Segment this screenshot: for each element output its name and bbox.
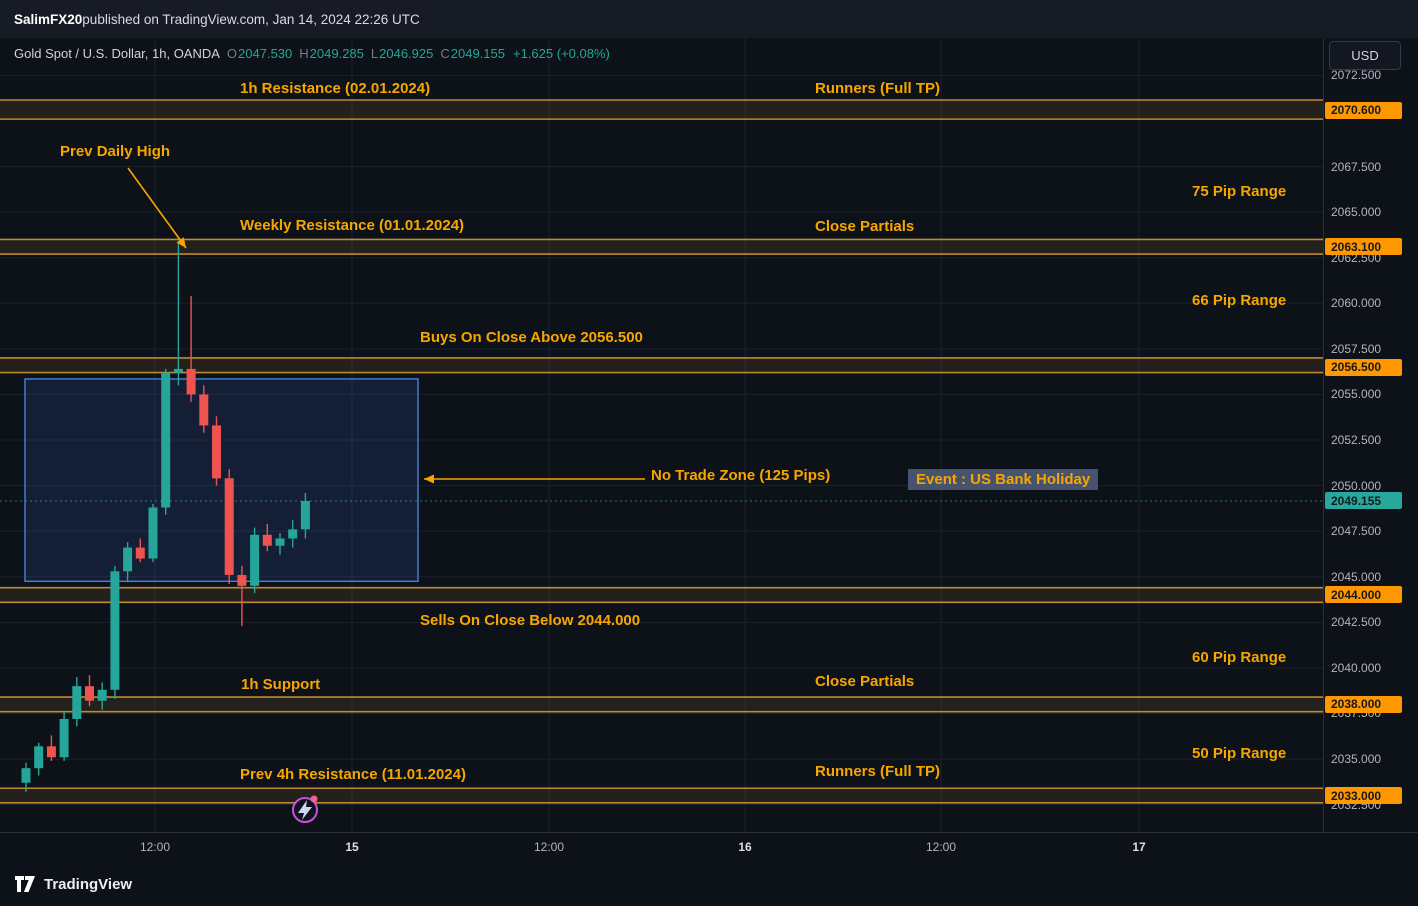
open-label: O (226, 46, 238, 61)
annotation-runners-top[interactable]: Runners (Full TP) (815, 80, 940, 97)
current-price-label: 2049.155 (1325, 492, 1402, 510)
price-tick: 2040.000 (1331, 660, 1382, 675)
event-marker-icon[interactable] (292, 795, 318, 823)
change-value: +1.625 (+0.08%) (513, 46, 610, 61)
price-tick: 2067.500 (1331, 159, 1382, 174)
publish-bar: SalimFX20 published on TradingView.com, … (0, 0, 1418, 38)
time-tick: 16 (738, 840, 752, 854)
publisher-username: SalimFX20 (14, 11, 83, 27)
annotation-range-75[interactable]: 75 Pip Range (1192, 183, 1287, 200)
annotation-event-label[interactable]: Event : US Bank Holiday (908, 469, 1099, 490)
footer: TradingView (0, 862, 1418, 906)
price-tick: 2057.500 (1331, 341, 1382, 356)
high-value: 2049.285 (309, 46, 364, 61)
symbol-title[interactable]: Gold Spot / U.S. Dollar, 1h, OANDA (14, 46, 220, 61)
price-tick: 2035.000 (1331, 752, 1382, 767)
no-trade-zone-box[interactable] (24, 378, 419, 583)
level-price-label: 2033.000 (1325, 787, 1402, 805)
price-tick: 2052.500 (1331, 433, 1382, 447)
level-price-label: 2038.000 (1325, 695, 1402, 713)
prev-daily-high-arrow (127, 167, 187, 249)
time-tick: 15 (345, 840, 359, 854)
high-label: H (299, 46, 309, 61)
close-label: C (440, 46, 450, 61)
annotation-support-1h[interactable]: 1h Support (241, 676, 321, 693)
close-value: 2049.155 (450, 46, 505, 61)
time-axis[interactable]: 12:00 15 12:00 16 12:00 17 (0, 832, 1418, 862)
annotation-no-trade-zone-label[interactable]: No Trade Zone (125 Pips) (651, 467, 831, 484)
price-tick: 2072.500 (1331, 68, 1382, 83)
price-tick: 2047.500 (1331, 524, 1382, 539)
level-price-label: 2063.100 (1325, 238, 1402, 256)
annotation-buys-note[interactable]: Buys On Close Above 2056.500 (420, 329, 643, 346)
currency-toggle-button[interactable]: USD (1329, 41, 1401, 70)
level-price-label: 2044.000 (1325, 586, 1402, 604)
low-value: 2046.925 (379, 46, 434, 61)
annotation-range-50[interactable]: 50 Pip Range (1192, 745, 1287, 762)
annotation-sells-note[interactable]: Sells On Close Below 2044.000 (420, 612, 641, 629)
chart-legend[interactable]: Gold Spot / U.S. Dollar, 1h, OANDA O 2047… (14, 46, 610, 61)
annotation-close-partials-bottom[interactable]: Close Partials (815, 673, 915, 690)
annotation-range-60[interactable]: 60 Pip Range (1192, 649, 1287, 666)
annotation-prev-daily-high[interactable]: Prev Daily High (60, 143, 171, 160)
level-price-label: 2056.500 (1325, 358, 1402, 376)
annotation-prev-4h-resistance[interactable]: Prev 4h Resistance (11.01.2024) (240, 766, 466, 783)
price-tick: 2050.000 (1331, 478, 1382, 493)
price-tick: 2065.000 (1331, 205, 1382, 220)
price-tick: 2045.000 (1331, 569, 1382, 584)
time-tick: 12:00 (533, 840, 565, 854)
annotation-range-66[interactable]: 66 Pip Range (1192, 292, 1287, 309)
price-axis[interactable]: USD 2072.500 2067.500 2065.000 2062.500 2060… (1323, 38, 1418, 832)
drawing-arrows[interactable] (127, 167, 645, 484)
level-price-label: 2070.600 (1325, 101, 1402, 119)
time-tick: 17 (1132, 840, 1146, 854)
annotation-close-partials-top[interactable]: Close Partials (815, 218, 915, 235)
annotation-resistance-1h[interactable]: 1h Resistance (02.01.2024) (240, 80, 431, 97)
price-tick: 2060.000 (1331, 296, 1382, 311)
annotation-weekly-resistance[interactable]: Weekly Resistance (01.01.2024) (240, 217, 465, 234)
price-tick: 2042.500 (1331, 615, 1382, 630)
brand-name[interactable]: TradingView (44, 875, 133, 893)
candles (21, 243, 310, 792)
time-tick: 12:00 (925, 840, 957, 854)
time-tick: 12:00 (139, 840, 171, 854)
price-tick: 2055.000 (1331, 387, 1382, 402)
key-level-zones[interactable] (0, 99, 1323, 804)
low-label: L (370, 46, 379, 61)
publish-info: published on TradingView.com, Jan 14, 20… (82, 11, 420, 27)
annotation-runners-bottom[interactable]: Runners (Full TP) (815, 763, 940, 780)
tradingview-logo-icon[interactable] (14, 875, 36, 893)
open-value: 2047.530 (238, 46, 293, 61)
